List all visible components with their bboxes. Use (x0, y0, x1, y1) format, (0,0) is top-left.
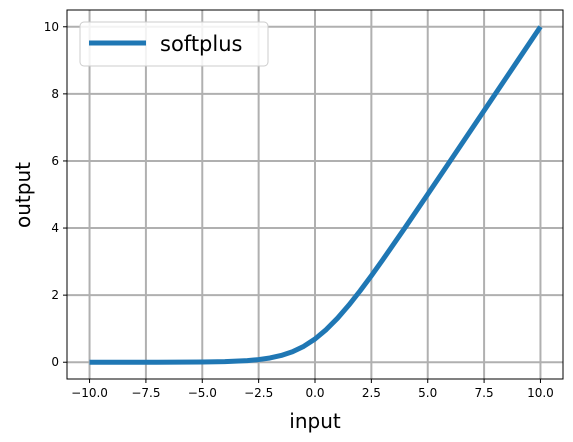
legend-label-softplus: softplus (160, 32, 242, 56)
legend-box (79, 21, 269, 67)
series-layer (89, 25, 543, 365)
series-line-softplus (89, 25, 543, 365)
grid (67, 10, 563, 379)
y-axis-title: output (11, 162, 35, 228)
x-tick-label: −2.5 (244, 386, 273, 400)
x-tick-label: 7.5 (475, 386, 494, 400)
y-tick-label: 4 (51, 221, 59, 235)
y-tick-label: 8 (51, 87, 59, 101)
x-tick-label: −10.0 (71, 386, 108, 400)
x-axis-title: input (289, 409, 341, 433)
x-tick-label: 5.0 (418, 386, 437, 400)
y-tick-label: 0 (51, 355, 59, 369)
y-tick-label: 10 (44, 20, 59, 34)
x-tick-label: −5.0 (188, 386, 217, 400)
tick-labels: −10.0 −7.5 −5.0 −2.5 0.0 2.5 5.0 7.5 10.0 0 2 4 6 8 10 (44, 20, 554, 400)
x-tick-label: 2.5 (362, 386, 381, 400)
legend: softplus (79, 21, 269, 67)
tick-marks (63, 26, 541, 383)
y-tick-label: 2 (51, 288, 59, 302)
x-tick-label: 0.0 (305, 386, 324, 400)
x-tick-label: −7.5 (131, 386, 160, 400)
y-tick-label: 6 (51, 154, 59, 168)
x-tick-label: 10.0 (527, 386, 554, 400)
